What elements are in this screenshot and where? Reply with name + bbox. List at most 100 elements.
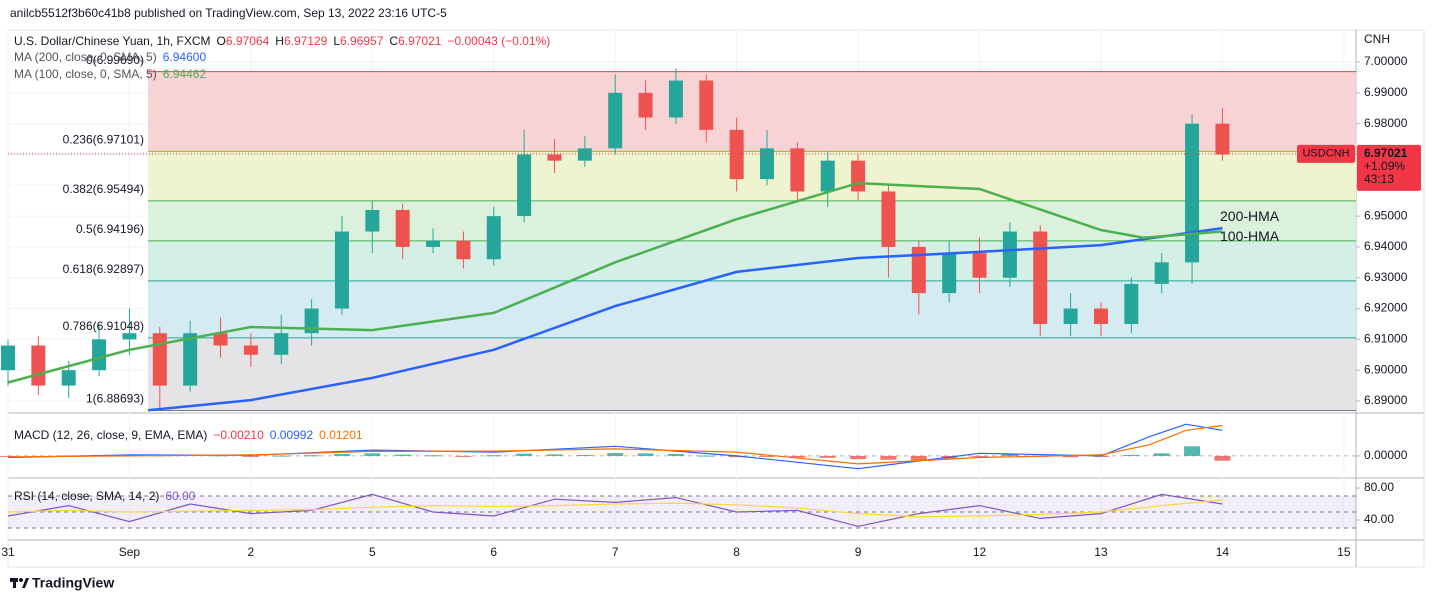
fib-label: 0.786(6.91048) (63, 319, 144, 333)
candle-body (760, 148, 775, 180)
histogram-bar (425, 455, 442, 457)
histogram-bar (364, 453, 381, 456)
fib-label: 0.618(6.92897) (63, 262, 144, 276)
x-tick-label: 31 (1, 545, 15, 559)
histogram-bar (394, 454, 411, 456)
candle-body (61, 370, 76, 386)
legend-title: U.S. Dollar/Chinese Yuan, 1h, FXCM (14, 34, 211, 48)
candle-body (577, 148, 592, 161)
candle-body (608, 92, 623, 149)
macd-line (7, 424, 1223, 465)
histogram-bar (242, 455, 259, 457)
legend-value: 60.00 (165, 489, 195, 503)
rsi-line (7, 499, 1223, 518)
y-tick-label: 6.89000 (1364, 393, 1408, 407)
y-tick-label: 6.92000 (1364, 301, 1408, 315)
brand: TradingView (32, 575, 114, 591)
candle-body (1093, 308, 1108, 324)
fib-label: 0.5(6.94196) (76, 222, 144, 236)
y-tick-label: 6.90000 (1364, 362, 1408, 376)
x-tick-label: 8 (733, 545, 740, 559)
histogram-bar (759, 455, 776, 457)
y-tick-label: 6.94000 (1364, 239, 1408, 253)
legend-value: 0.00992 (270, 428, 314, 442)
candle-body (790, 148, 805, 192)
fib-zone (148, 240, 1356, 281)
y-tick-label: 80.00 (1364, 480, 1394, 494)
histogram-bar (485, 455, 502, 457)
candle-body (1, 345, 15, 371)
candle-body (183, 333, 198, 386)
candle-body (699, 80, 714, 130)
x-tick-label: 6 (490, 545, 497, 559)
candle-body (31, 345, 46, 386)
y-tick-label: 6.93000 (1364, 270, 1408, 284)
fib-zone (148, 71, 1356, 152)
histogram-bar (1153, 453, 1170, 456)
fib-label: 0.236(6.97101) (63, 133, 144, 147)
histogram-bar (273, 455, 290, 457)
x-tick-label: 2 (248, 545, 255, 559)
candle-body (213, 333, 228, 346)
x-tick-label: 14 (1216, 545, 1230, 559)
candle-body (1154, 262, 1169, 284)
candle-body (456, 240, 471, 260)
quote-legend: U.S. Dollar/Chinese Yuan, 1h, FXCM O6.970… (14, 34, 550, 48)
labels-layer: 31 Sep 2 5 6 7 8 9 12 13 14 15 6.89000 6.90000 6.91000… (1, 32, 1421, 559)
candle-body (547, 154, 562, 161)
fib-zone (148, 151, 1356, 201)
histogram-bar (1184, 446, 1201, 456)
zones-layer (8, 71, 1356, 529)
candle-body (1033, 231, 1048, 324)
candle-body (426, 240, 441, 247)
candle-body (729, 129, 744, 180)
candle-body (1185, 123, 1200, 263)
price-label: 6.97021 (1364, 146, 1408, 160)
price-tag (1357, 144, 1421, 191)
x-tick-label: 12 (973, 545, 987, 559)
candle-body (122, 333, 137, 340)
histogram-bar (1001, 453, 1018, 456)
x-tick-label: 15 (1337, 545, 1351, 559)
candle-body (820, 160, 835, 192)
y-tick-label: 6.91000 (1364, 332, 1408, 346)
ma-annotation: 200-HMA (1220, 208, 1280, 224)
x-tick-label: 7 (612, 545, 619, 559)
legend-value: −0.00210 (213, 428, 264, 442)
marks-layer (0, 68, 1231, 528)
histogram-bar (850, 455, 867, 460)
y-tick-label: 7.00000 (1364, 54, 1408, 68)
y-tick-label: 6.99000 (1364, 85, 1408, 99)
quote-value: 6.97129 (284, 34, 328, 48)
histogram-bar (637, 453, 654, 456)
histogram-bar (971, 455, 988, 457)
fib-zone (148, 337, 1356, 411)
ma-legend: MA (200, close, 0, SMA, 5) 6.94600 (14, 50, 206, 64)
histogram-bar (516, 453, 533, 456)
candle-body (152, 333, 167, 386)
quote-value: 6.96957 (340, 34, 384, 48)
legend-value: 0.01201 (319, 428, 363, 442)
fib-zone (148, 200, 1356, 241)
candle-body (395, 209, 410, 247)
histogram-bar (667, 453, 684, 456)
fib-label: 0(6.99690) (86, 53, 144, 67)
y-tick-label: 40.00 (1364, 512, 1394, 526)
histogram-bar (910, 455, 927, 461)
histogram-bar (333, 453, 350, 456)
ma-value: 6.94462 (163, 67, 207, 81)
candle-body (851, 160, 866, 192)
candle-body (304, 308, 319, 334)
candle-body (668, 80, 683, 118)
ma-name: MA (100, close, 0, SMA, 5) (14, 67, 157, 81)
ma-value: 6.94600 (163, 50, 207, 64)
candle-body (1002, 231, 1017, 278)
candle-body (274, 333, 289, 355)
pane-legend: RSI (14, close, SMA, 14, 2) 60.00 (14, 489, 196, 503)
histogram-bar (607, 453, 624, 456)
price-change: +1.09% (1364, 159, 1405, 173)
candle-body (942, 253, 957, 294)
publisher-line: anilcb5512f3b60c41b8 published on Tradin… (10, 6, 447, 20)
